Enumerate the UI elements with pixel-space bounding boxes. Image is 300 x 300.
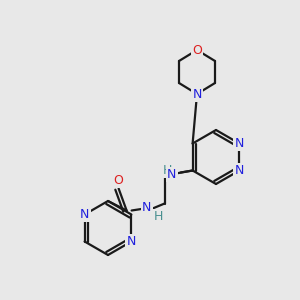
Text: N: N [235,164,244,177]
Text: N: N [127,235,136,248]
Text: N: N [167,168,177,181]
Text: O: O [192,44,202,56]
Text: N: N [192,88,202,100]
Text: H: H [154,210,163,223]
Text: O: O [114,174,124,187]
Text: N: N [235,137,244,150]
Text: H: H [163,164,172,177]
Text: N: N [80,208,89,221]
Text: N: N [142,201,151,214]
